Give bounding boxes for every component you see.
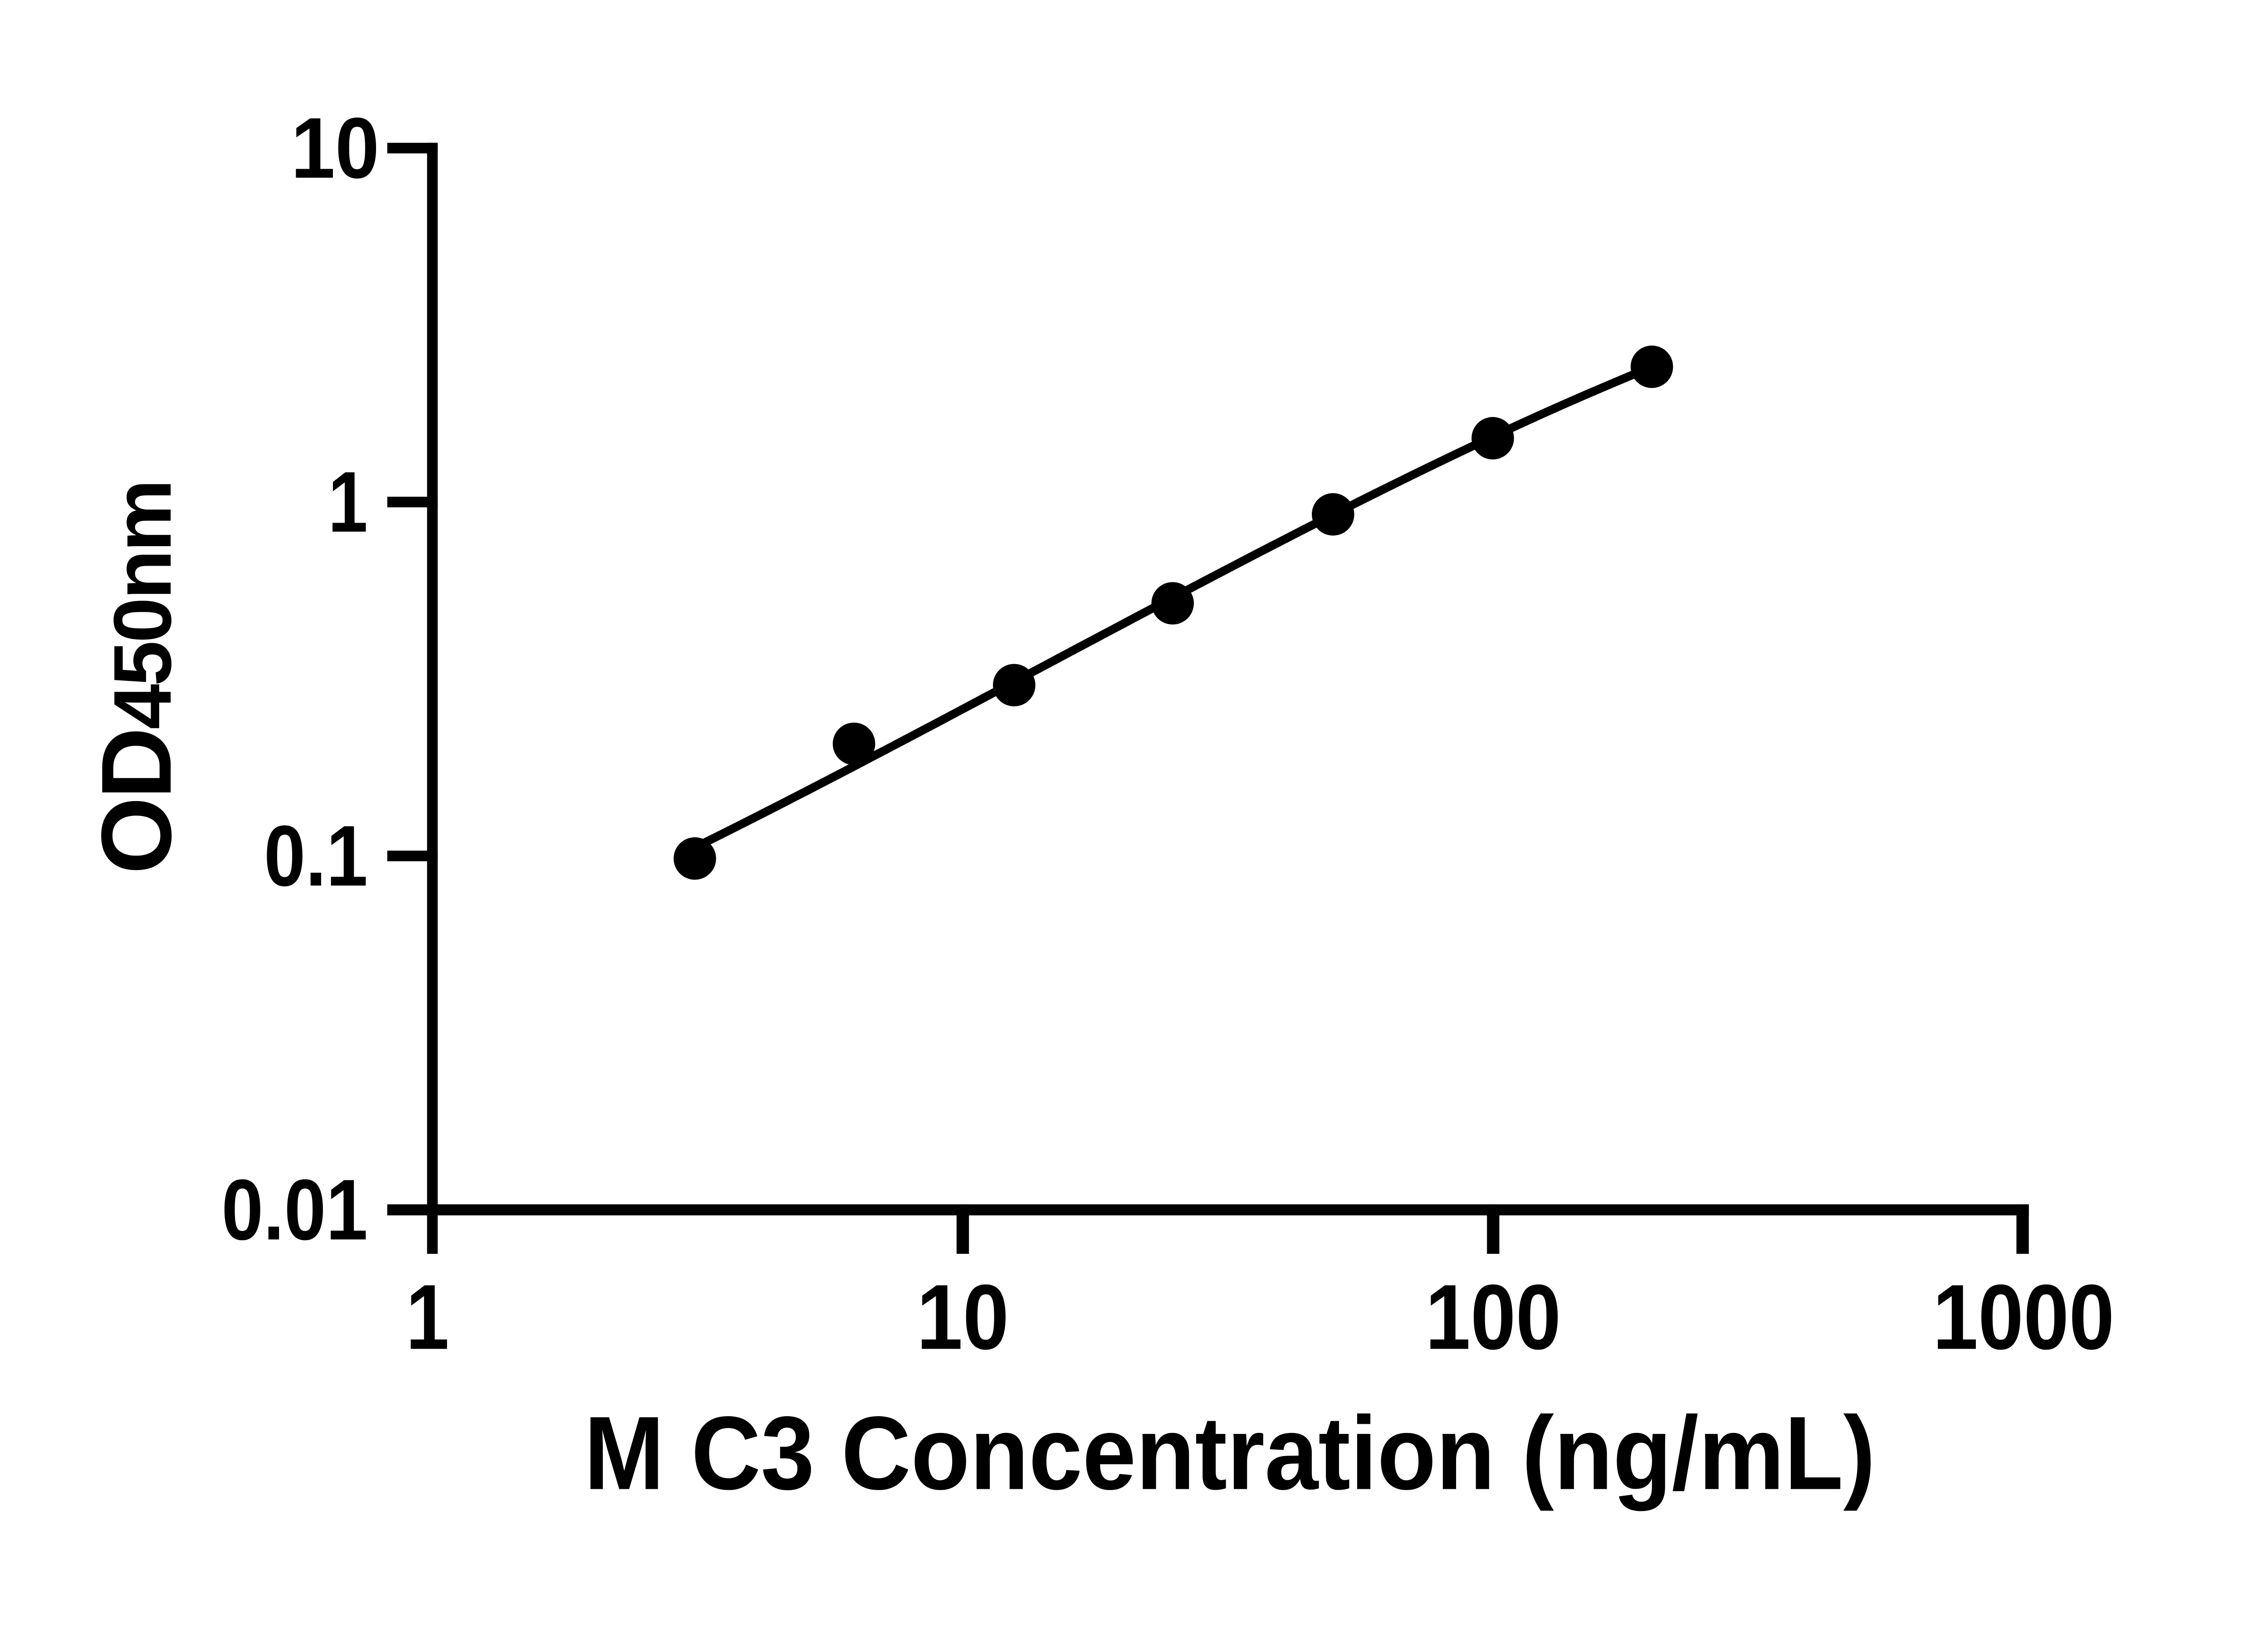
svg-text:OD450nm: OD450nm (81, 481, 192, 874)
svg-text:M C3 Concentration (ng/mL): M C3 Concentration (ng/mL) (584, 1395, 1876, 1511)
svg-text:1: 1 (328, 454, 368, 550)
svg-text:1000: 1000 (1933, 1266, 2115, 1369)
svg-text:100: 100 (1425, 1266, 1561, 1369)
svg-text:10: 10 (917, 1266, 1009, 1369)
svg-text:0.1: 0.1 (264, 808, 368, 904)
svg-text:1: 1 (406, 1266, 450, 1369)
svg-text:0.01: 0.01 (221, 1162, 368, 1258)
svg-text:10: 10 (291, 100, 379, 196)
